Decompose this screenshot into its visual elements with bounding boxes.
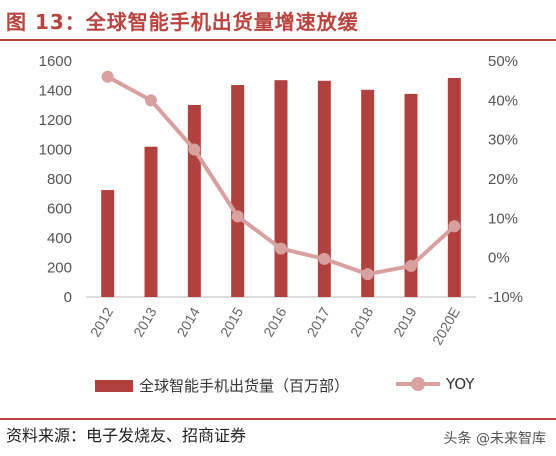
left-axis-tick-label: 400 [47,230,72,247]
yoy-point [405,259,417,272]
x-axis-tick-label: 2020E [429,305,463,348]
x-axis-tick-label: 2013 [130,304,160,339]
bar [187,104,201,297]
left-axis-tick-label: 1400 [39,83,72,100]
legend-bar-swatch [95,379,133,392]
bar [144,146,158,297]
right-axis-tick-label: 10% [488,210,518,227]
left-axis-tick-label: 200 [47,260,72,277]
x-axis-tick-label: 2014 [173,304,203,339]
legend-line-swatch [396,377,440,391]
left-axis-tick-label: 600 [47,201,72,218]
right-axis-tick-label: -10% [488,289,523,306]
right-axis-tick-label: 0% [488,250,510,267]
yoy-point [101,70,114,83]
source-divider [0,418,556,420]
chart-title: 图 13：全球智能手机出货量增速放缓 [6,10,359,34]
x-axis-tick-label: 2016 [260,304,290,339]
yoy-point [318,252,331,265]
source-note: 资料来源：电子发烧友、招商证券 [6,426,247,445]
yoy-point [275,242,287,255]
legend-label-shipments: 全球智能手机出货量（百万部） [139,377,350,395]
left-axis-tick-label: 0 [64,289,72,306]
yoy-point [188,143,201,156]
bar [274,80,288,297]
bar [404,93,418,297]
right-axis-tick-label: 30% [488,132,518,149]
bar [317,80,331,297]
left-axis-tick-label: 1200 [39,112,72,129]
chart-legend: 全球智能手机出货量（百万部） YOY [0,375,556,397]
bar [447,77,461,298]
right-axis-tick-label: 40% [488,92,518,109]
right-axis-tick-label: 20% [488,171,518,188]
bar [101,190,115,297]
left-axis-tick-label: 1000 [39,142,72,159]
legend-label-yoy: YOY [446,375,475,393]
yoy-point [231,210,244,223]
right-axis-tick-label: 50% [488,53,518,70]
x-axis-tick-label: 2017 [303,304,333,339]
yoy-point [448,220,461,233]
bar [231,85,245,297]
bar [361,89,375,297]
left-axis-tick-label: 1600 [39,53,72,70]
x-axis-tick-label: 2015 [217,304,247,339]
watermark: 头条 @未来智库 [443,431,546,447]
yoy-point [145,94,157,107]
x-axis-tick-label: 2019 [390,304,420,339]
combo-chart: 0 200 400 600 800 1000 1200 1400 1600 -10% 0% 10% 20… [39,53,523,348]
x-axis-tick-label: 2018 [347,304,377,339]
left-axis-tick-label: 800 [47,171,72,188]
legend-item-yoy: YOY [396,375,475,393]
title-divider [0,39,556,41]
legend-item-shipments: 全球智能手机出货量（百万部） [95,375,349,396]
x-axis-tick-label: 2012 [87,304,117,339]
yoy-point [361,268,374,281]
